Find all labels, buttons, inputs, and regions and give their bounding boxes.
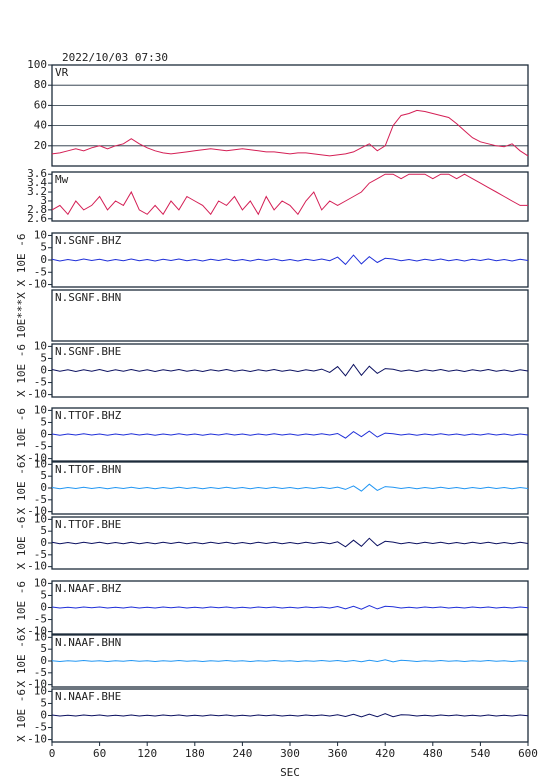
y-axis-label: X 10E -6 xyxy=(15,234,28,287)
panel-label: N.NAAF.BHN xyxy=(55,636,121,649)
panel-frame xyxy=(51,64,529,167)
panel-frame xyxy=(51,171,529,222)
y-tick-label: 0 xyxy=(40,536,47,549)
panel-label: N.SGNF.BHE xyxy=(55,345,121,358)
panel-label: N.TTOF.BHE xyxy=(55,518,121,531)
y-tick-label: 20 xyxy=(34,139,47,152)
trace xyxy=(51,605,529,610)
y-tick-label: 100 xyxy=(27,58,47,71)
x-axis-label: SEC xyxy=(280,766,300,779)
y-tick-label: 3.2 xyxy=(27,185,47,198)
x-tick-label: 420 xyxy=(375,747,395,760)
trace xyxy=(51,483,529,492)
y-tick-label: -10 xyxy=(27,733,47,746)
y-tick-label: -10 xyxy=(27,388,47,401)
y-tick-label: -5 xyxy=(34,265,47,278)
y-tick-label: -10 xyxy=(27,560,47,573)
y-tick-label: -5 xyxy=(34,666,47,679)
y-tick-label: 0 xyxy=(40,709,47,722)
x-tick-label: 240 xyxy=(232,747,252,760)
trace xyxy=(51,254,529,266)
y-tick-label: 0 xyxy=(40,364,47,377)
trace xyxy=(51,363,529,377)
panel-label: N.NAAF.BHE xyxy=(55,690,121,703)
y-tick-label: 2.8 xyxy=(27,203,47,216)
y-tick-label: 10 xyxy=(34,512,47,525)
y-axis-label: X 10E -6 xyxy=(15,581,28,634)
panel-label: N.SGNF.BHZ xyxy=(55,234,122,247)
y-tick-label: 5 xyxy=(40,696,47,709)
x-tick-label: 480 xyxy=(423,747,443,760)
y-tick-label: 10 xyxy=(34,228,47,241)
y-tick-label: 10 xyxy=(34,576,47,589)
y-tick-label: 10 xyxy=(34,457,47,470)
panel-label: Mw xyxy=(55,173,69,186)
y-tick-label: -10 xyxy=(27,678,47,691)
trace xyxy=(51,430,529,439)
y-axis-label: X 10E -6 xyxy=(15,635,28,688)
y-tick-label: 2.6 xyxy=(27,212,47,225)
x-tick-label: 600 xyxy=(518,747,538,760)
y-tick-label: -5 xyxy=(34,493,47,506)
y-tick-label: 10 xyxy=(34,403,47,416)
y-tick-label: -10 xyxy=(27,452,47,465)
y-tick-label: -5 xyxy=(34,613,47,626)
y-tick-label: -5 xyxy=(34,440,47,453)
x-tick-label: 360 xyxy=(328,747,348,760)
y-tick-label: 60 xyxy=(34,98,47,111)
y-tick-label: -10 xyxy=(27,625,47,638)
chart-title: 2022/10/03 07:30 xyxy=(62,51,168,64)
y-tick-label: 5 xyxy=(40,588,47,601)
x-tick-label: 120 xyxy=(137,747,157,760)
panel-frame xyxy=(51,289,529,342)
x-tick-label: 540 xyxy=(470,747,490,760)
y-tick-label: 5 xyxy=(40,241,47,254)
x-tick-label: 0 xyxy=(49,747,56,760)
y-axis-label: X 10E -6 xyxy=(15,462,28,515)
trace xyxy=(51,173,528,216)
y-tick-label: 5 xyxy=(40,469,47,482)
y-tick-label: 80 xyxy=(34,78,47,91)
y-axis-label: X 10E -6 xyxy=(15,517,28,570)
y-tick-label: -5 xyxy=(34,376,47,389)
panel-label: N.TTOF.BHN xyxy=(55,463,121,476)
y-tick-label: 0 xyxy=(40,481,47,494)
y-tick-label: -5 xyxy=(34,548,47,561)
y-tick-label: 5 xyxy=(40,415,47,428)
y-tick-label: 10 xyxy=(34,339,47,352)
y-tick-label: -5 xyxy=(34,721,47,734)
y-tick-label: 0 xyxy=(40,253,47,266)
y-tick-label: -10 xyxy=(27,278,47,291)
y-tick-label: 0 xyxy=(40,654,47,667)
trace xyxy=(51,537,529,548)
y-tick-label: -10 xyxy=(27,505,47,518)
y-tick-label: 10 xyxy=(34,684,47,697)
y-axis-label: X 10E -6 xyxy=(15,344,28,397)
y-tick-label: 10 xyxy=(34,630,47,643)
y-tick-label: 3 xyxy=(40,194,47,207)
x-tick-label: 60 xyxy=(93,747,106,760)
y-tick-label: 5 xyxy=(40,524,47,537)
y-axis-label: X 10E -6 xyxy=(15,689,28,742)
y-tick-label: 0 xyxy=(40,601,47,614)
y-axis-label: X 10E -6 xyxy=(15,408,28,461)
x-tick-label: 300 xyxy=(280,747,300,760)
y-tick-label: 5 xyxy=(40,642,47,655)
panel-label: N.NAAF.BHZ xyxy=(55,582,122,595)
trace xyxy=(51,713,529,718)
trace xyxy=(51,659,529,663)
trace xyxy=(51,109,529,157)
y-tick-label: 5 xyxy=(40,351,47,364)
x-tick-label: 180 xyxy=(185,747,205,760)
y-axis-label: 10E***X xyxy=(15,292,28,339)
y-tick-label: 0 xyxy=(40,428,47,441)
panel-label: VR xyxy=(55,66,69,79)
panel-label: N.SGNF.BHN xyxy=(55,291,121,304)
panel-label: N.TTOF.BHZ xyxy=(55,409,122,422)
y-tick-label: 3.4 xyxy=(27,176,47,189)
y-tick-label: 40 xyxy=(34,119,47,132)
y-tick-label: 3.6 xyxy=(27,167,47,180)
